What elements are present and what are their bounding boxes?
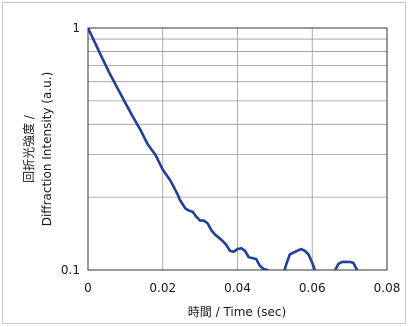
x-tick-label: 0.02 bbox=[149, 281, 176, 295]
x-tick-label: 0.06 bbox=[299, 281, 326, 295]
y-tick-label: 0.1 bbox=[61, 263, 80, 277]
tick-labels: 0 0.02 0.04 0.06 0.08 0.1 1 bbox=[61, 21, 400, 295]
grid-lines bbox=[88, 28, 387, 270]
y-axis-title-line1: 回折光強度 / bbox=[21, 114, 36, 183]
y-tick-label: 1 bbox=[72, 21, 80, 35]
x-tick-label: 0.04 bbox=[224, 281, 251, 295]
intensity-series-line bbox=[88, 28, 359, 270]
y-axis-title-line2: Diffraction Intensity (a.u.) bbox=[40, 72, 54, 227]
x-tick-label: 0 bbox=[84, 281, 92, 295]
plot-border bbox=[87, 27, 388, 271]
chart-frame bbox=[2, 2, 406, 324]
x-tick-label: 0.08 bbox=[374, 281, 401, 295]
x-axis-title: 時間 / Time (sec) bbox=[188, 305, 286, 319]
